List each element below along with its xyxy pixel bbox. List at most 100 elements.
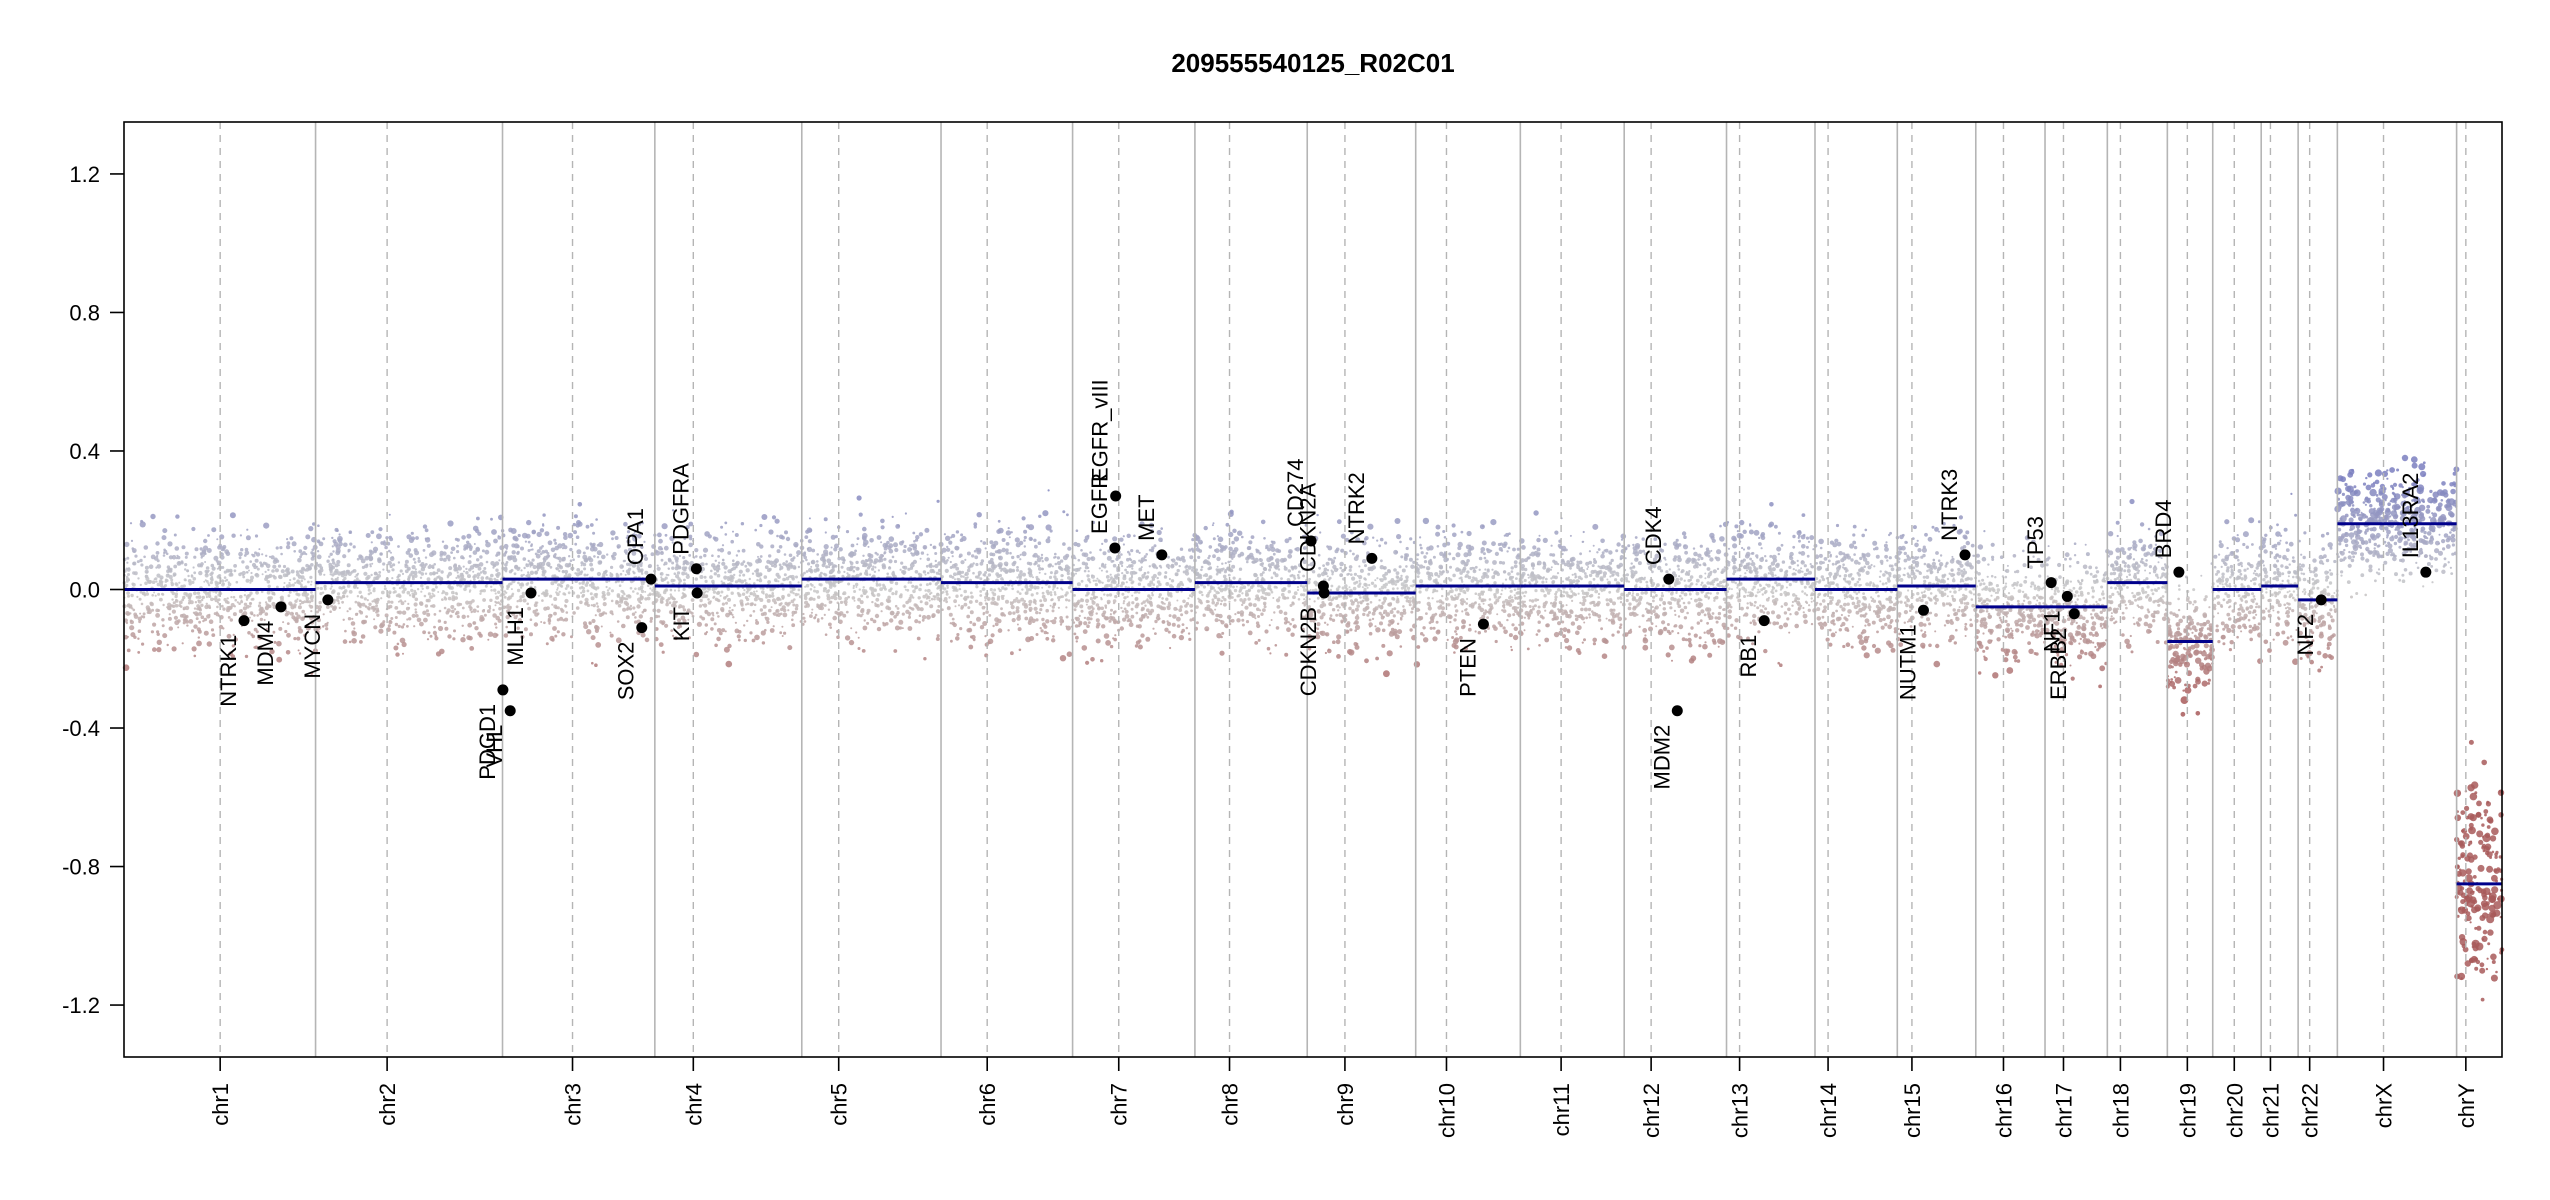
probe-point [1266,646,1271,651]
probe-point [711,579,715,584]
probe-point [865,595,869,599]
probe-point [332,605,337,610]
probe-point [380,590,385,595]
probe-point [877,569,881,572]
probe-point [861,613,864,616]
probe-point [300,579,304,582]
probe-point [520,586,523,589]
probe-point [316,586,320,590]
probe-point [485,539,489,544]
probe-point [856,604,861,610]
probe-point [1050,620,1053,623]
probe-point [1208,567,1211,570]
probe-point [297,593,301,597]
probe-point [1158,593,1162,597]
probe-point [145,592,149,596]
probe-point [1075,640,1079,643]
probe-point [1272,552,1276,556]
probe-point [183,578,187,582]
probe-point [132,550,136,553]
probe-point [249,602,253,605]
probe-point [969,591,973,595]
probe-point [162,603,165,607]
probe-point [171,598,174,601]
probe-point [276,656,283,663]
probe-point [378,571,382,574]
probe-point [224,579,227,583]
probe-point [1032,576,1034,579]
probe-point [1011,587,1014,591]
probe-point [149,601,153,606]
probe-point [398,586,402,590]
probe-point [806,591,811,596]
probe-point [161,535,167,541]
probe-point [1128,601,1131,604]
probe-point [1374,625,1377,628]
probe-point [805,583,810,588]
probe-point [1207,591,1211,595]
probe-point [959,538,964,542]
probe-point [575,572,580,577]
probe-point [827,562,832,567]
probe-point [368,553,372,557]
probe-point [725,601,728,605]
probe-point [185,614,189,619]
probe-point [1021,588,1024,591]
probe-point [640,589,645,594]
probe-point [889,580,892,583]
probe-point [1003,561,1009,567]
probe-point [951,555,954,558]
probe-point [894,547,899,553]
probe-point [763,575,768,579]
probe-point [924,601,929,606]
probe-point [396,610,400,614]
probe-point [1121,572,1124,575]
probe-point [358,590,362,594]
probe-point [245,598,249,601]
probe-point [735,566,738,569]
probe-point [1204,573,1209,578]
probe-point [338,533,341,536]
probe-point [1232,585,1235,589]
probe-point [164,580,168,583]
probe-point [803,555,807,560]
probe-point [377,558,382,564]
probe-point [859,573,862,576]
probe-point [442,557,447,562]
probe-point [1138,617,1144,622]
probe-point [641,610,645,614]
probe-point [793,566,797,570]
probe-point [286,632,291,638]
probe-point [204,573,209,578]
probe-point [1001,613,1004,616]
probe-point [1018,573,1023,578]
probe-point [612,551,617,557]
probe-point [361,619,366,625]
probe-point [232,595,236,599]
probe-point [251,562,257,568]
probe-point [461,614,466,619]
probe-point [499,603,502,606]
probe-point [546,592,549,595]
probe-point [476,516,480,521]
probe-point [1255,549,1260,554]
probe-point [738,569,743,574]
probe-point [803,620,807,623]
probe-point [261,573,264,576]
probe-point [187,579,192,583]
probe-point [255,552,261,557]
probe-point [871,600,874,604]
probe-point [284,609,288,613]
probe-point [701,596,704,599]
probe-point [1262,566,1267,571]
probe-point [292,577,296,581]
probe-point [1025,591,1029,595]
probe-point [889,618,894,623]
probe-point [356,595,360,598]
probe-point [363,571,368,576]
probe-point [530,543,533,546]
probe-point [475,547,480,552]
probe-point [142,591,146,595]
probe-point [888,536,895,542]
probe-point [182,584,186,588]
